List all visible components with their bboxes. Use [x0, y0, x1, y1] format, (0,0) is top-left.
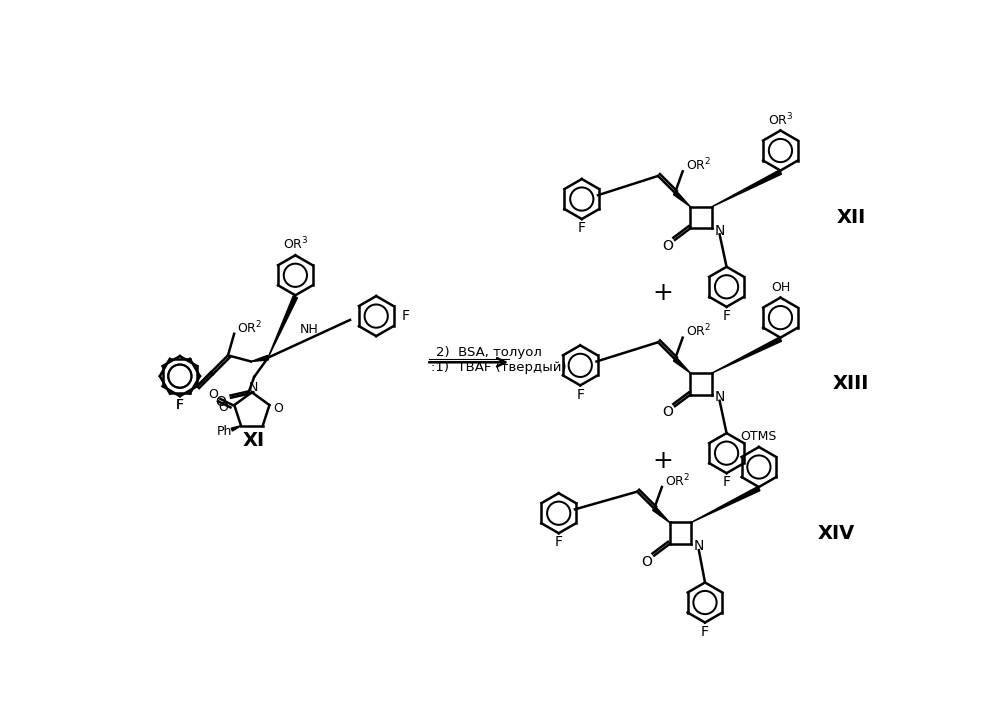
Text: N: N [694, 540, 704, 553]
Text: 2)  BSA, толуол: 2) BSA, толуол [436, 346, 541, 359]
Polygon shape [268, 296, 297, 357]
Text: +: + [652, 281, 673, 305]
Text: O: O [662, 239, 673, 253]
Text: OR$^3$: OR$^3$ [768, 112, 793, 129]
Text: F: F [176, 398, 184, 413]
Text: O: O [274, 403, 284, 415]
Text: N: N [249, 381, 258, 394]
Text: N: N [714, 390, 725, 404]
Polygon shape [653, 507, 670, 523]
Text: F: F [401, 309, 409, 323]
Text: N: N [714, 223, 725, 238]
Text: XIII: XIII [833, 374, 869, 393]
Text: O: O [208, 388, 218, 401]
Text: F: F [723, 476, 731, 489]
Text: F: F [176, 398, 184, 413]
Text: F: F [701, 625, 709, 639]
Text: O: O [662, 406, 673, 419]
Text: XII: XII [837, 208, 866, 227]
Text: Ph: Ph [216, 425, 232, 438]
Text: NH: NH [299, 323, 318, 335]
Text: XIV: XIV [817, 524, 855, 542]
Polygon shape [712, 337, 781, 373]
Text: OR$^2$: OR$^2$ [237, 319, 262, 336]
Text: +: + [652, 449, 673, 473]
Text: OR$^2$: OR$^2$ [665, 473, 690, 489]
Text: OTMS: OTMS [741, 430, 777, 443]
Polygon shape [251, 355, 269, 362]
Text: O: O [215, 394, 226, 408]
Polygon shape [673, 191, 690, 207]
Text: OR$^2$: OR$^2$ [686, 323, 711, 340]
Text: :1)  TBAF (твердый): :1) TBAF (твердый) [431, 361, 567, 374]
Polygon shape [231, 425, 241, 431]
Text: F: F [576, 388, 584, 401]
Polygon shape [712, 170, 782, 207]
Polygon shape [673, 357, 690, 373]
Text: OR$^2$: OR$^2$ [686, 157, 711, 174]
Polygon shape [691, 486, 760, 523]
Text: OH: OH [771, 281, 790, 294]
Text: XI: XI [242, 430, 264, 450]
Text: O: O [219, 401, 228, 414]
Text: O: O [641, 554, 652, 569]
Text: F: F [723, 309, 731, 323]
Text: F: F [555, 535, 563, 549]
Text: OR$^3$: OR$^3$ [283, 236, 308, 253]
Text: F: F [578, 221, 586, 235]
